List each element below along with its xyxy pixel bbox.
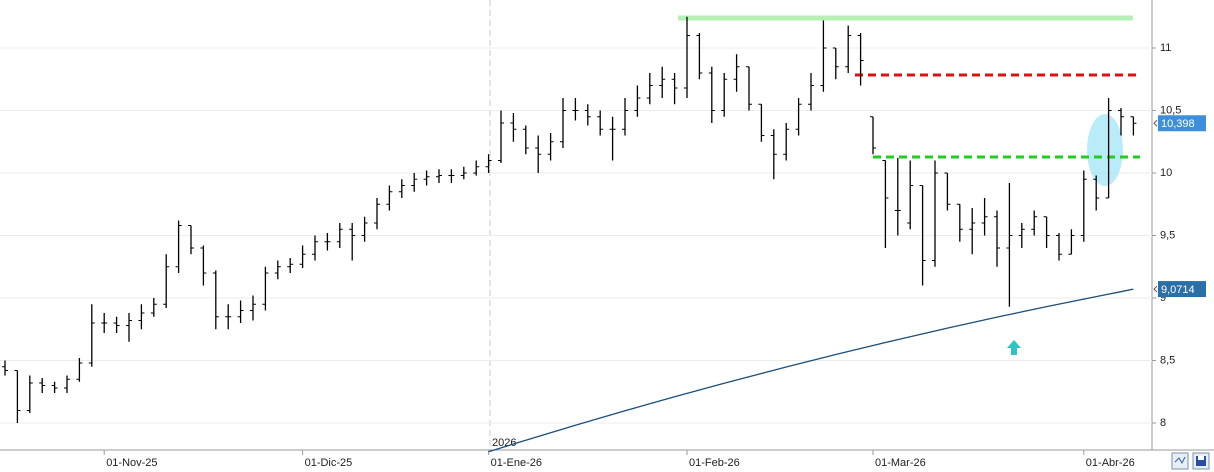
toolbar <box>1171 452 1210 470</box>
moving-average <box>488 288 1134 453</box>
x-tick-label: 01-Ene-26 <box>491 457 542 469</box>
highlight-ellipse <box>1087 114 1123 186</box>
year-label: 2026 <box>492 437 516 449</box>
x-tick-label: 01-Abr-26 <box>1086 457 1135 469</box>
y-tick-label: 10,5 <box>1160 104 1181 116</box>
y-tick-label: 11 <box>1160 42 1171 54</box>
save-icon-label <box>1198 456 1204 460</box>
y-tick-label: 8 <box>1160 417 1166 429</box>
zoom-button[interactable] <box>1171 452 1189 470</box>
ohlc-bars <box>2 16 1137 423</box>
last-marker <box>1153 285 1158 293</box>
x-tick-label: 01-Nov-25 <box>106 457 157 469</box>
last-label-box <box>1158 115 1206 132</box>
y-tick-label: 9 <box>1160 292 1166 304</box>
x-tick-label: 01-Mar-26 <box>875 457 926 469</box>
up-arrow <box>1007 340 1021 355</box>
last-marker <box>1153 119 1158 127</box>
last-label: 10,398 <box>1161 118 1195 130</box>
last-label: 9,0714 <box>1161 284 1195 296</box>
save-icon <box>1196 456 1206 466</box>
y-tick-label: 10 <box>1160 167 1172 179</box>
x-tick-label: 01-Feb-26 <box>689 457 740 469</box>
zoom-icon <box>1174 456 1186 465</box>
y-tick-label: 9,5 <box>1160 229 1175 241</box>
y-tick-label: 8,5 <box>1160 354 1175 366</box>
last-label-box <box>1158 281 1206 298</box>
x-tick-label: 01-Dic-25 <box>305 457 353 469</box>
